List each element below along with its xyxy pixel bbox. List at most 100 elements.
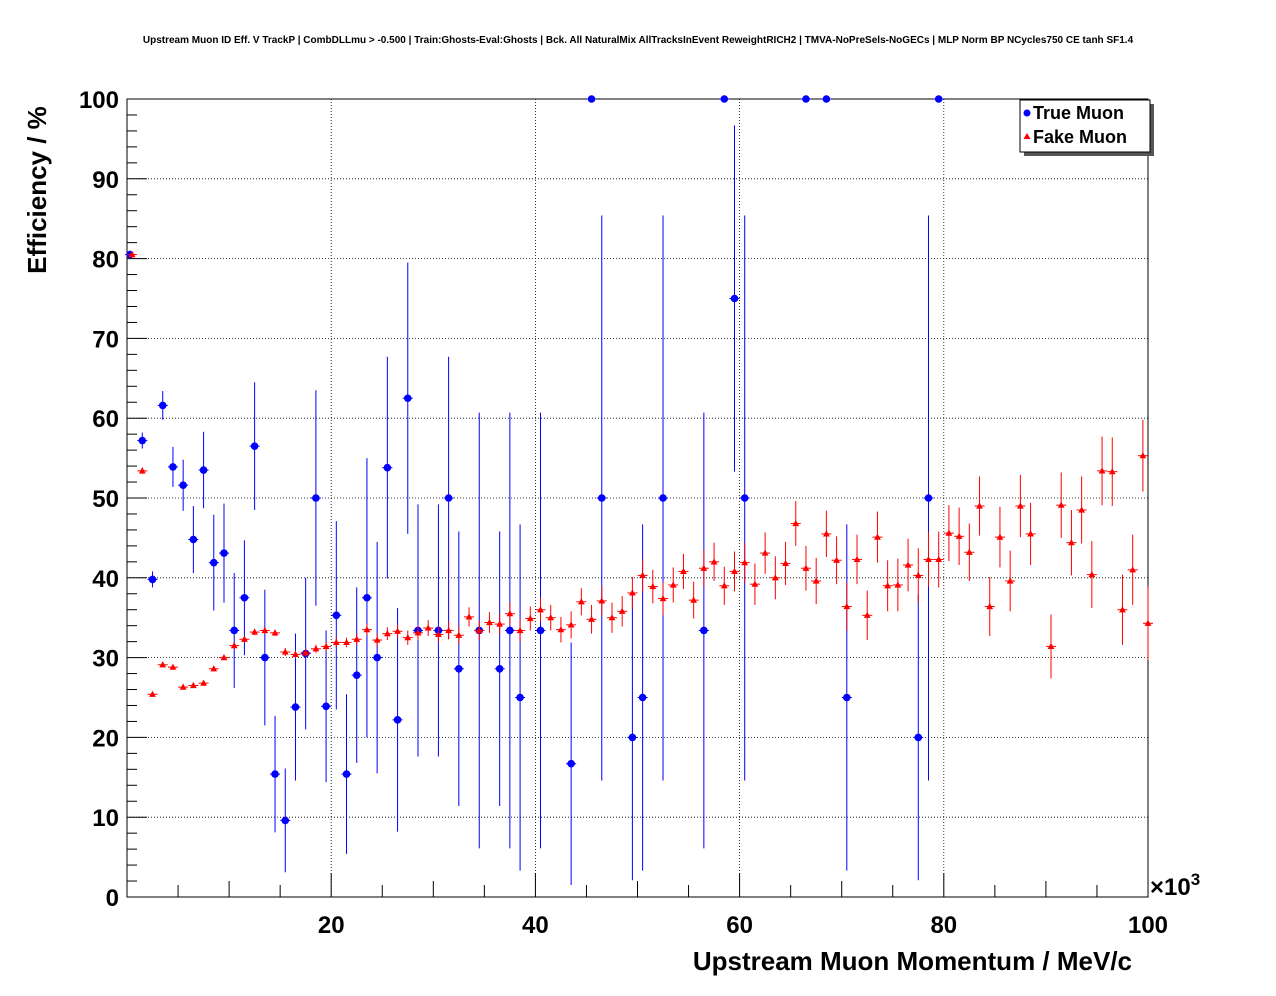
- axes: 0 10 20 30 40 50 60 70 80 90 100 20 40 60 80 100: [79, 87, 1168, 939]
- data-point: [740, 494, 749, 502]
- data-point: [352, 671, 361, 679]
- data-point: [1016, 502, 1024, 509]
- data-point: [557, 626, 565, 633]
- data-point: [1098, 467, 1106, 474]
- data-point: [884, 582, 892, 589]
- x-tick-label: 20: [318, 912, 345, 939]
- data-point: [159, 661, 167, 668]
- y-tick-label: 100: [79, 87, 119, 114]
- x-tick-label: 60: [726, 912, 753, 939]
- data-point: [567, 621, 575, 628]
- data-point: [659, 494, 667, 502]
- legend: True Muon Fake Muon: [1019, 99, 1154, 156]
- data-point: [608, 614, 616, 621]
- data-point: [996, 533, 1004, 540]
- data-point: [230, 642, 238, 649]
- data-point: [741, 559, 749, 566]
- data-point: [925, 555, 932, 563]
- series-fake-muon: [127, 251, 1153, 697]
- data-point: [363, 593, 371, 602]
- data-point: [1129, 566, 1137, 573]
- data-point: [537, 606, 544, 613]
- data-point: [1144, 619, 1152, 626]
- data-point: [874, 533, 881, 540]
- data-point: [577, 598, 585, 605]
- data-point: [394, 627, 401, 634]
- data-point: [495, 664, 504, 673]
- series-true-muon: [125, 95, 944, 886]
- data-point: [312, 645, 320, 652]
- data-point: [158, 401, 167, 410]
- data-point: [342, 770, 351, 778]
- data-point: [547, 614, 555, 621]
- data-point: [761, 549, 769, 556]
- data-point: [843, 693, 851, 702]
- data-point: [240, 593, 249, 602]
- data-point: [292, 650, 299, 658]
- data-point: [730, 294, 739, 303]
- data-point: [597, 494, 606, 502]
- data-point: [1078, 506, 1086, 513]
- data-point: [332, 638, 340, 646]
- data-point: [924, 494, 933, 502]
- data-point: [914, 733, 923, 742]
- data-point: [863, 611, 871, 618]
- data-point: [465, 613, 473, 620]
- x-tick-label: 100: [1128, 912, 1168, 939]
- data-point: [516, 693, 524, 702]
- data-point: [833, 556, 840, 563]
- data-point: [250, 442, 259, 450]
- x-tick-label: 40: [522, 912, 549, 939]
- data-point: [424, 624, 432, 631]
- data-point: [444, 494, 453, 502]
- data-point: [894, 581, 902, 588]
- data-point: [955, 532, 963, 539]
- data-point: [506, 610, 514, 617]
- data-point: [700, 626, 708, 635]
- data-point: [516, 626, 524, 634]
- data-point: [496, 620, 504, 627]
- data-point: [251, 628, 259, 635]
- data-point: [210, 665, 218, 672]
- data-point: [853, 555, 861, 563]
- data-point: [1068, 539, 1075, 546]
- data-point: [353, 635, 361, 642]
- grid: [127, 99, 1148, 897]
- data-point: [281, 648, 289, 655]
- data-point: [1027, 530, 1034, 537]
- data-point: [373, 636, 381, 643]
- x-exponent-label: ×103: [1150, 870, 1200, 901]
- data-point: [302, 649, 310, 656]
- data-point: [822, 530, 830, 537]
- data-point: [710, 558, 718, 565]
- data-point: [322, 642, 330, 650]
- data-point: [618, 607, 626, 614]
- data-point: [506, 626, 514, 635]
- data-point: [179, 683, 187, 690]
- data-point: [934, 95, 943, 103]
- data-point: [720, 95, 729, 103]
- data-point: [189, 535, 198, 544]
- data-point: [976, 502, 983, 509]
- data-point: [588, 615, 595, 622]
- data-point: [1119, 606, 1126, 613]
- data-point: [914, 571, 922, 579]
- series-layer: [125, 95, 1153, 886]
- y-tick-label: 50: [92, 486, 119, 513]
- data-point: [812, 577, 820, 584]
- data-point: [291, 703, 300, 711]
- data-point: [731, 567, 738, 575]
- chart-title: Upstream Muon ID Eff. V TrackP | CombDLL…: [143, 35, 1134, 46]
- data-point: [680, 567, 687, 575]
- y-axis-label: Efficiency / %: [22, 106, 52, 274]
- data-point: [792, 519, 800, 527]
- x-exponent-base: ×10: [1150, 874, 1191, 901]
- data-point: [587, 95, 596, 103]
- y-tick-label: 90: [92, 167, 119, 194]
- data-point: [945, 529, 953, 536]
- data-point: [169, 663, 177, 670]
- data-point: [128, 251, 136, 258]
- data-point: [241, 635, 248, 642]
- data-point: [149, 690, 156, 697]
